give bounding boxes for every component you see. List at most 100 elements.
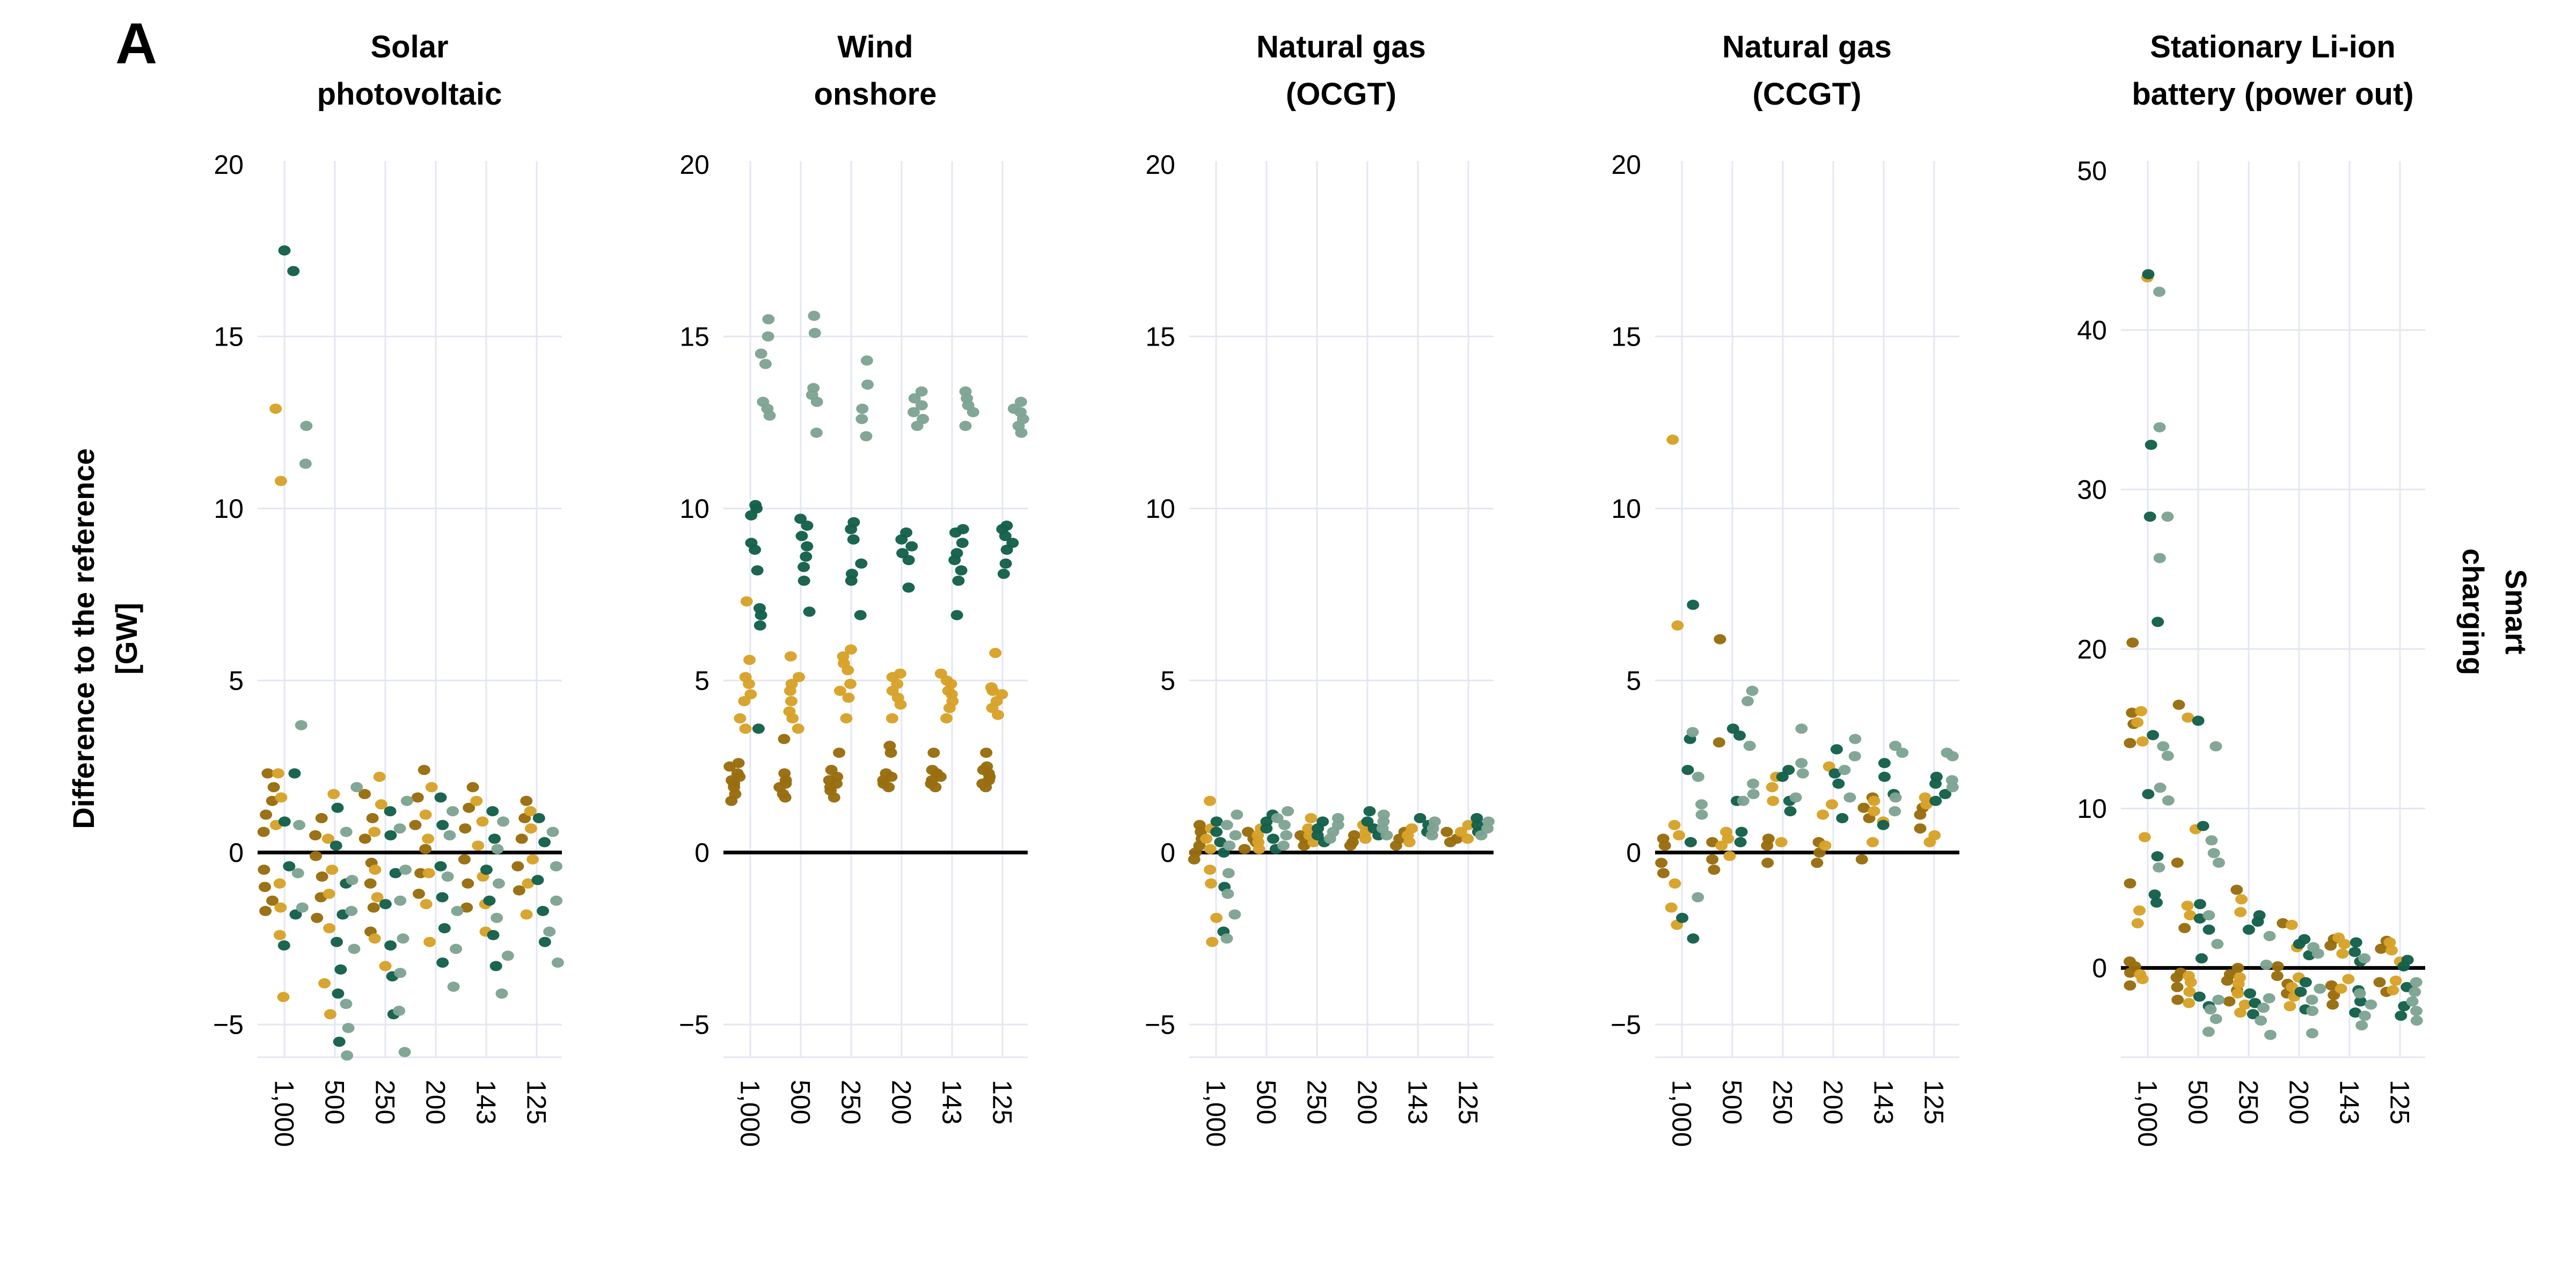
data-point	[1767, 795, 1780, 806]
data-point	[1795, 758, 1808, 769]
y-tick-label: 0	[2092, 953, 2107, 983]
data-point	[2271, 971, 2284, 981]
panel-title-line: (OCGT)	[1285, 77, 1397, 112]
data-point	[759, 358, 772, 369]
data-point	[2184, 977, 2197, 987]
data-point	[1389, 840, 1402, 851]
data-points	[257, 245, 564, 1061]
panel-4: 50 40 30 20 10 0 1,000 500 250 200 143 125	[2077, 156, 2425, 1147]
y-tick-label: 0	[229, 838, 244, 868]
data-point	[1761, 840, 1774, 851]
data-point	[260, 809, 273, 820]
data-point	[2223, 996, 2236, 1007]
panel-title-stationary-li-ion-battery: Stationary Li-ion battery (power out)	[2069, 24, 2477, 118]
data-point	[418, 765, 430, 775]
data-point	[291, 868, 304, 879]
data-point	[257, 826, 270, 837]
data-point	[2230, 884, 2243, 895]
data-point	[1877, 819, 1890, 830]
data-point	[1657, 868, 1670, 879]
data-point	[2172, 699, 2185, 710]
data-point	[434, 861, 447, 872]
data-point	[763, 410, 776, 421]
data-point	[267, 782, 280, 793]
data-point	[2242, 924, 2255, 935]
data-point	[2311, 948, 2324, 959]
data-point	[323, 889, 335, 899]
data-point	[1666, 434, 1679, 445]
data-point	[743, 678, 755, 689]
data-point	[808, 311, 821, 321]
data-point	[2171, 982, 2184, 992]
data-point	[2342, 974, 2355, 984]
data-point	[1761, 858, 1774, 868]
x-tick-labels: 1,000 500 250 200 143 125	[269, 1080, 552, 1147]
data-point	[1855, 854, 1868, 865]
data-point	[1868, 795, 1880, 806]
y-tick-label: 20	[1611, 150, 1641, 180]
data-point	[1692, 772, 1704, 782]
data-point	[1311, 830, 1324, 840]
data-point	[2153, 287, 2165, 297]
data-point	[908, 407, 920, 418]
x-tick-label: 500	[1717, 1080, 1747, 1124]
data-point	[2153, 553, 2166, 564]
data-point	[915, 386, 928, 397]
data-point	[1414, 813, 1426, 823]
data-point	[1836, 813, 1849, 823]
data-point	[2299, 977, 2312, 987]
data-point	[2231, 963, 2244, 974]
panel-title-line: Natural gas	[1722, 30, 1892, 64]
y-tick-label: −5	[679, 1010, 709, 1040]
data-point	[943, 702, 956, 713]
data-point	[2157, 741, 2170, 752]
data-point	[2328, 990, 2340, 1000]
data-point	[2271, 961, 2284, 972]
panel-title-line: Stationary Li-ion	[2150, 30, 2396, 64]
data-point	[902, 555, 915, 566]
data-point	[997, 568, 1010, 579]
data-point	[293, 819, 305, 830]
data-point	[800, 551, 813, 562]
data-point	[1673, 830, 1686, 840]
y-tick-labels: 20 15 10 5 0 −5	[1611, 150, 1641, 1040]
data-point	[379, 961, 392, 971]
panel-title-line: Solar	[370, 30, 449, 64]
panel-title-natural-gas-ccgt: Natural gas (CCGT)	[1603, 24, 2011, 118]
panel-title-line: Natural gas	[1256, 30, 1426, 64]
data-point	[992, 709, 1004, 720]
data-point	[884, 748, 897, 758]
data-point	[1735, 826, 1748, 837]
data-point	[1229, 830, 1242, 840]
data-point	[483, 895, 496, 906]
data-point	[274, 475, 287, 486]
data-point	[833, 685, 846, 696]
data-point	[311, 912, 324, 923]
data-point	[2202, 924, 2215, 935]
data-point	[2209, 1014, 2222, 1024]
data-point	[808, 328, 821, 338]
data-point	[394, 968, 407, 978]
data-point	[753, 620, 766, 631]
data-point	[368, 826, 381, 837]
data-point	[2251, 916, 2264, 927]
y-tick-label: 15	[214, 321, 244, 352]
data-point	[2153, 422, 2166, 433]
data-point	[1210, 816, 1223, 827]
data-point	[1796, 768, 1809, 779]
x-tick-label: 1,000	[1667, 1080, 1697, 1147]
data-point	[989, 648, 1002, 658]
data-points	[1188, 795, 1495, 947]
x-tick-label: 500	[1252, 1080, 1282, 1124]
x-tick-label: 1,000	[735, 1080, 765, 1147]
data-point	[795, 531, 808, 541]
data-point	[425, 782, 438, 793]
data-point	[2365, 999, 2377, 1010]
data-point	[1323, 833, 1336, 844]
data-point	[1867, 837, 1879, 847]
data-point	[1795, 723, 1808, 734]
data-point	[860, 355, 873, 366]
data-point	[908, 393, 921, 404]
data-point	[2193, 991, 2206, 1002]
